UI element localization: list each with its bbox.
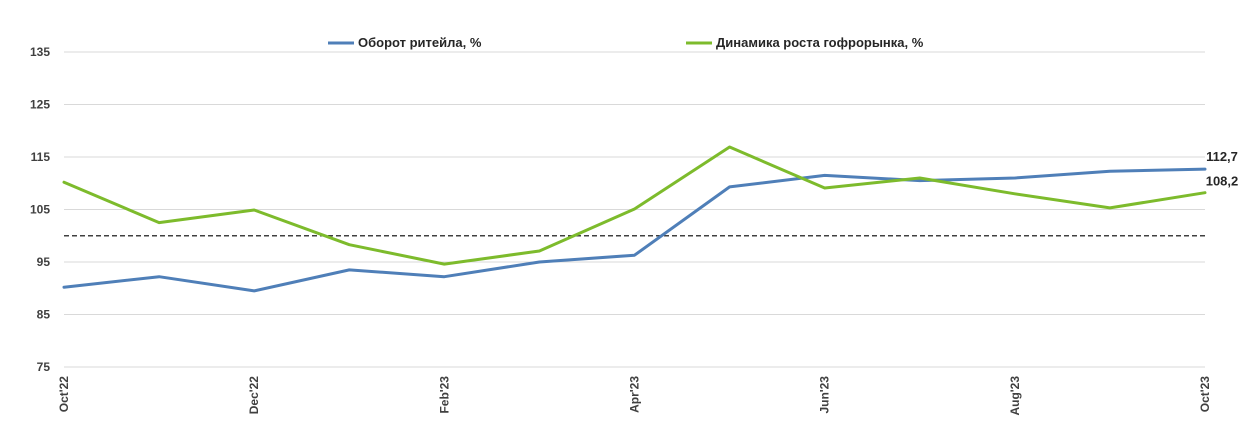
x-tick-label: Oct'23 [1198,376,1212,413]
y-tick-label: 105 [30,203,50,217]
x-tick-label: Dec'22 [247,376,261,415]
y-tick-label: 95 [37,255,51,269]
x-tick-label: Jun'23 [818,376,832,414]
y-axis-ticks: 75 85 95 105 115 125 135 [30,45,50,374]
y-tick-label: 75 [37,360,51,374]
x-axis-ticks: Oct'22 Dec'22 Feb'23 Apr'23 Jun'23 Aug'23 Oct'… [57,376,1212,416]
legend: Оборот ритейла, % Динамика роста гофрорын… [328,35,924,50]
y-tick-label: 115 [31,150,51,164]
x-tick-label: Feb'23 [437,376,451,414]
y-tick-label: 135 [30,45,50,59]
series-line-1 [62,167,1207,293]
end-value-label: 112,7 [1206,149,1238,164]
legend-label: Оборот ритейла, % [358,35,482,50]
x-tick-label: Aug'23 [1008,376,1022,416]
series-lines [62,145,1207,293]
end-value-label: 108,2 [1206,174,1239,189]
y-tick-label: 85 [37,308,51,322]
x-tick-label: Apr'23 [628,376,642,413]
series-line-2 [62,145,1207,266]
x-tick-label: Oct'22 [57,376,71,413]
legend-label: Динамика роста гофрорынка, % [716,35,924,50]
y-tick-label: 125 [30,98,50,112]
data-labels: 112,7 108,2 [1206,149,1239,189]
